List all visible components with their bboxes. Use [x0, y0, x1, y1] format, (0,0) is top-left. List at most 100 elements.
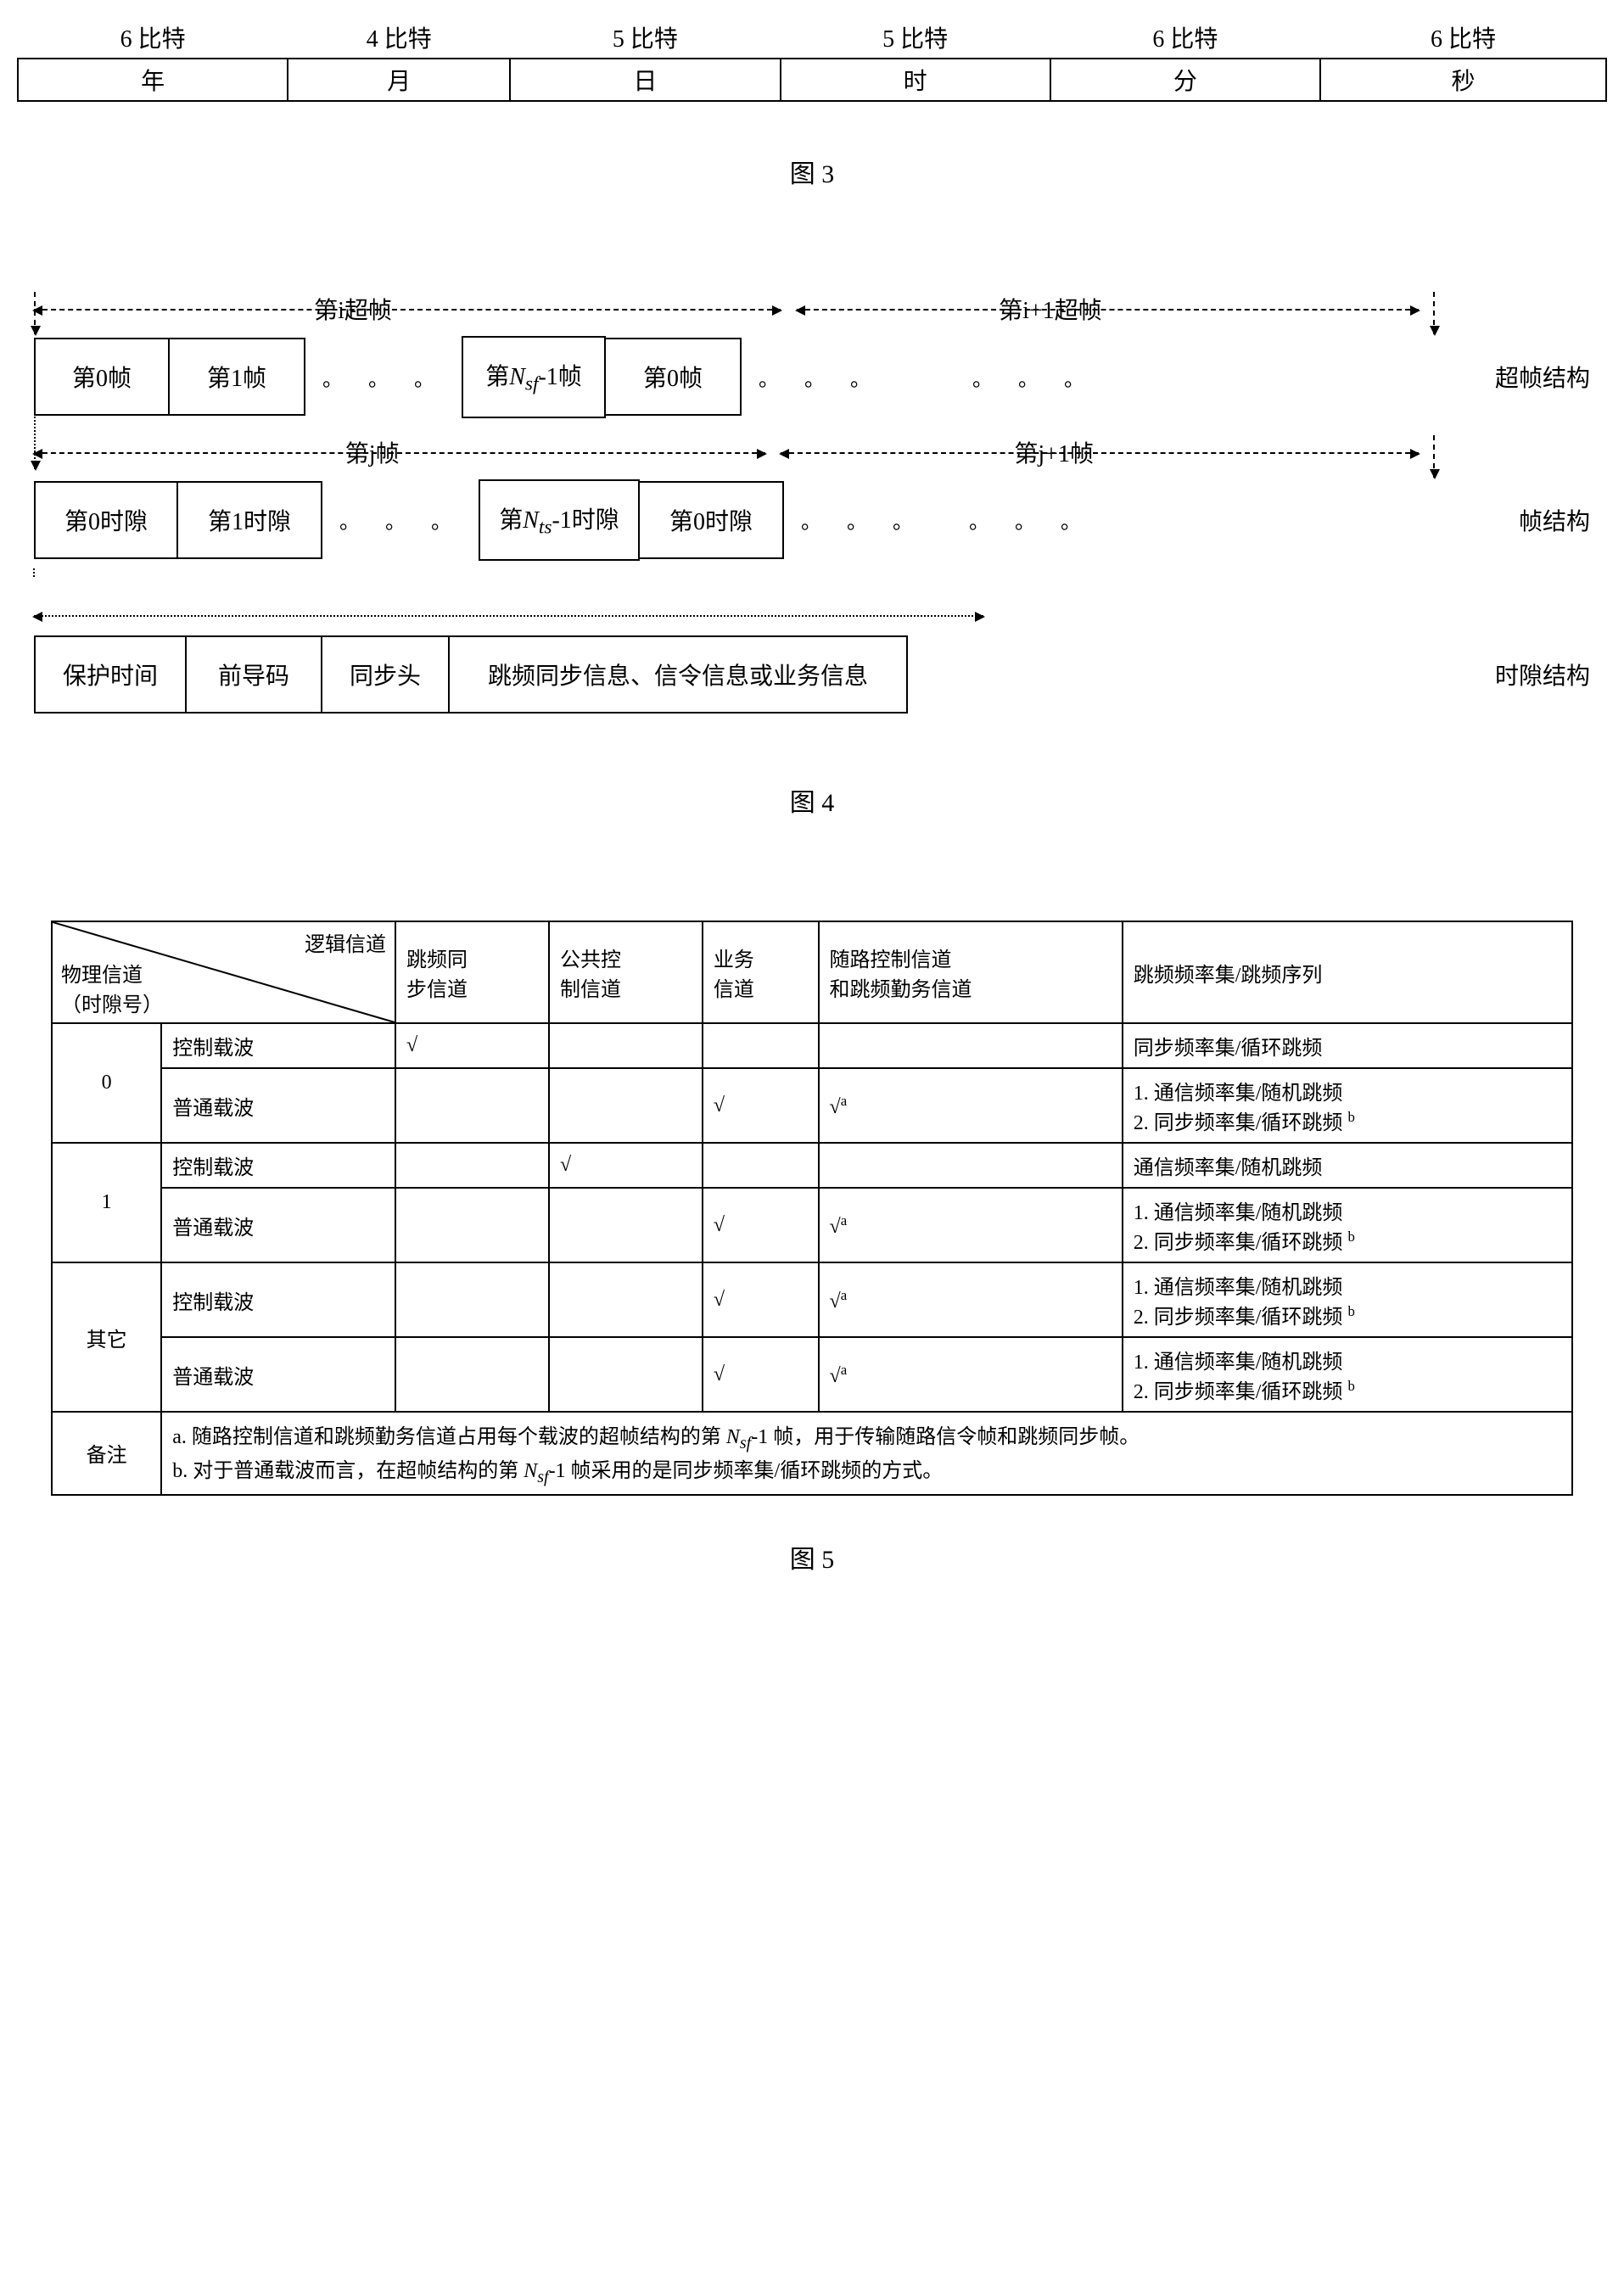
check-cell: √: [703, 1337, 819, 1412]
table-row: 1 控制载波 √ 通信频率集/随机跳频: [52, 1143, 1572, 1188]
bit-header-cell: 4 比特: [288, 17, 510, 59]
check-cell: √: [703, 1188, 819, 1262]
check-cell: √a: [819, 1068, 1123, 1143]
bit-header-row: 6 比特 4 比特 5 比特 5 比特 6 比特 6 比特: [18, 17, 1606, 59]
header-cell: 公共控制信道: [549, 921, 703, 1023]
carrier-cell: 控制载波: [161, 1023, 395, 1068]
bit-cell: 时: [781, 59, 1050, 101]
bit-body-row: 年 月 日 时 分 秒: [18, 59, 1606, 101]
check-cell: √a: [819, 1337, 1123, 1412]
check-cell: [703, 1023, 819, 1068]
table-row: 普通载波 √ √a 1. 通信频率集/随机跳频2. 同步频率集/循环跳频 b: [52, 1188, 1572, 1262]
slot-component-box: 跳频同步信息、信令信息或业务信息: [450, 635, 908, 714]
dots: 。 。 。 。 。 。: [784, 505, 1108, 534]
check-cell: √a: [819, 1262, 1123, 1337]
frame-box: 第Nsf-1帧: [462, 336, 606, 418]
superframe-i1-label: 第i+1超帧: [999, 292, 1102, 326]
diagonal-header-cell: 逻辑信道 物理信道（时隙号）: [52, 921, 395, 1023]
slot-cell: 其它: [52, 1262, 161, 1412]
slot-box: 第0时隙: [640, 481, 784, 559]
check-cell: [395, 1337, 549, 1412]
table-header-row: 逻辑信道 物理信道（时隙号） 跳频同步信道 公共控制信道 业务信道 随路控制信道…: [52, 921, 1572, 1023]
table-row: 0 控制载波 √ 同步频率集/循环跳频: [52, 1023, 1572, 1068]
header-cell: 随路控制信道和跳频勤务信道: [819, 921, 1123, 1023]
superframe-arrow-row: 第i超帧 第i+1超帧: [34, 292, 1590, 326]
freq-cell: 1. 通信频率集/随机跳频2. 同步频率集/循环跳频 b: [1123, 1337, 1572, 1412]
header-cell: 跳频同步信道: [395, 921, 549, 1023]
header-cell: 跳频频率集/跳频序列: [1123, 921, 1572, 1023]
frame-box: 第0帧: [606, 338, 742, 416]
note-label-cell: 备注: [52, 1412, 161, 1495]
carrier-cell: 普通载波: [161, 1068, 395, 1143]
check-cell: [395, 1068, 549, 1143]
check-cell: [395, 1262, 549, 1337]
dots: 。 。 。: [322, 505, 479, 534]
slot-boxes-row: 保护时间 前导码 同步头 跳频同步信息、信令信息或业务信息 时隙结构: [34, 635, 1590, 714]
figure-4-caption: 图 4: [34, 781, 1590, 819]
bit-table: 6 比特 4 比特 5 比特 5 比特 6 比特 6 比特 年 月 日 时 分 …: [17, 17, 1607, 102]
freq-cell: 1. 通信频率集/随机跳频2. 同步频率集/循环跳频 b: [1123, 1188, 1572, 1262]
check-cell: [549, 1023, 703, 1068]
carrier-cell: 控制载波: [161, 1262, 395, 1337]
superframe-structure-label: 超帧结构: [1444, 360, 1590, 394]
dots: 。 。 。: [305, 362, 462, 392]
frame-structure-label: 帧结构: [1468, 503, 1590, 537]
frame-j-label: 第j帧: [345, 435, 400, 469]
check-cell: √: [703, 1068, 819, 1143]
figure-5-caption: 图 5: [51, 1538, 1573, 1575]
slot-component-box: 保护时间: [34, 635, 187, 714]
bit-header-cell: 5 比特: [510, 17, 780, 59]
slot-structure-label: 时隙结构: [1444, 658, 1590, 691]
logical-channel-label: 逻辑信道: [305, 927, 386, 957]
check-cell: [395, 1188, 549, 1262]
freq-cell: 1. 通信频率集/随机跳频2. 同步频率集/循环跳频 b: [1123, 1262, 1572, 1337]
header-cell: 业务信道: [703, 921, 819, 1023]
check-cell: [819, 1143, 1123, 1188]
table-row: 其它 控制载波 √ √a 1. 通信频率集/随机跳频2. 同步频率集/循环跳频 …: [52, 1262, 1572, 1337]
frame-box: 第0帧: [34, 338, 170, 416]
slot-component-box: 前导码: [187, 635, 322, 714]
bit-cell: 日: [510, 59, 780, 101]
frame-boxes-row: 第0时隙 第1时隙 。 。 。 第Nts-1时隙 第0时隙 。 。 。 。 。 …: [34, 479, 1590, 562]
bit-header-cell: 5 比特: [781, 17, 1050, 59]
bit-header-cell: 6 比特: [18, 17, 288, 59]
check-cell: √: [549, 1143, 703, 1188]
freq-cell: 1. 通信频率集/随机跳频2. 同步频率集/循环跳频 b: [1123, 1068, 1572, 1143]
check-cell: [395, 1143, 549, 1188]
check-cell: [549, 1188, 703, 1262]
bit-header-cell: 6 比特: [1050, 17, 1320, 59]
check-cell: [549, 1337, 703, 1412]
slot-cell: 1: [52, 1143, 161, 1262]
freq-cell: 通信频率集/随机跳频: [1123, 1143, 1572, 1188]
physical-channel-label: 物理信道（时隙号）: [61, 958, 163, 1017]
figure-3: 6 比特 4 比特 5 比特 5 比特 6 比特 6 比特 年 月 日 时 分 …: [17, 17, 1607, 190]
check-cell: √: [703, 1262, 819, 1337]
superframe-i-label: 第i超帧: [314, 292, 392, 326]
check-cell: [549, 1262, 703, 1337]
slot-box: 第0时隙: [34, 481, 178, 559]
check-cell: [819, 1023, 1123, 1068]
table-row: 普通载波 √ √a 1. 通信频率集/随机跳频2. 同步频率集/循环跳频 b: [52, 1068, 1572, 1143]
check-cell: [703, 1143, 819, 1188]
table-row: 普通载波 √ √a 1. 通信频率集/随机跳频2. 同步频率集/循环跳频 b: [52, 1337, 1572, 1412]
dots: 。 。 。 。 。 。: [742, 362, 1112, 392]
frame-box: 第1帧: [170, 338, 305, 416]
slot-box: 第Nts-1时隙: [479, 479, 640, 562]
channel-mapping-table: 逻辑信道 物理信道（时隙号） 跳频同步信道 公共控制信道 业务信道 随路控制信道…: [51, 921, 1573, 1496]
figure-5: 逻辑信道 物理信道（时隙号） 跳频同步信道 公共控制信道 业务信道 随路控制信道…: [17, 921, 1607, 1575]
superframe-boxes-row: 第0帧 第1帧 。 。 。 第Nsf-1帧 第0帧 。 。 。 。 。 。 超帧…: [34, 336, 1590, 418]
figure-4: 第i超帧 第i+1超帧 第0帧 第1帧 。 。 。 第Nsf-1帧 第0帧 。 …: [17, 292, 1607, 819]
frame-arrow-row: 第j帧 第j+1帧: [34, 435, 1590, 469]
check-cell: √a: [819, 1188, 1123, 1262]
note-content-cell: a. 随路控制信道和跳频勤务信道占用每个载波的超帧结构的第 Nsf-1 帧，用于…: [161, 1412, 1572, 1495]
slot-component-box: 同步头: [322, 635, 450, 714]
table-note-row: 备注 a. 随路控制信道和跳频勤务信道占用每个载波的超帧结构的第 Nsf-1 帧…: [52, 1412, 1572, 1495]
carrier-cell: 控制载波: [161, 1143, 395, 1188]
freq-cell: 同步频率集/循环跳频: [1123, 1023, 1572, 1068]
frame-j1-label: 第j+1帧: [1014, 435, 1094, 469]
slot-box: 第1时隙: [178, 481, 322, 559]
check-cell: √: [395, 1023, 549, 1068]
bit-cell: 月: [288, 59, 510, 101]
bit-cell: 年: [18, 59, 288, 101]
bit-header-cell: 6 比特: [1320, 17, 1606, 59]
